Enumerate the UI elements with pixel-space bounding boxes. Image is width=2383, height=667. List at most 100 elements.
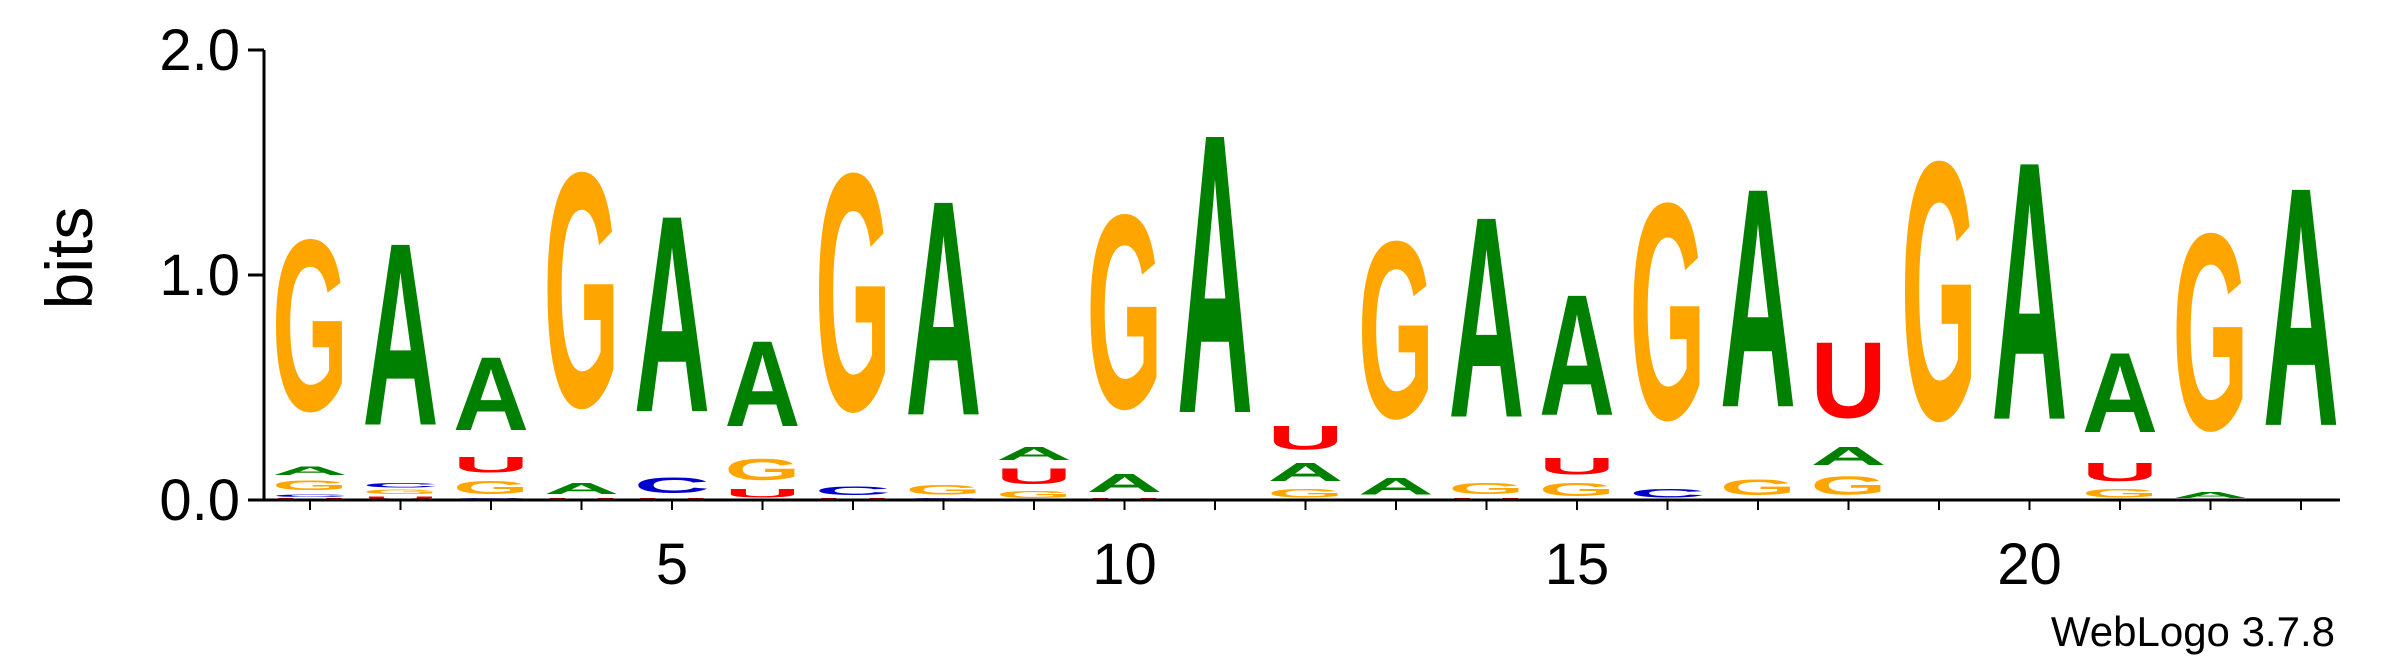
logo-letter-C-pos-2: C xyxy=(363,482,439,489)
logo-letter-U-pos-9: U xyxy=(996,464,1072,489)
logo-letter-C-pos-16: C xyxy=(1630,486,1706,500)
logo-letter-glyph: G xyxy=(1811,471,1887,500)
x-tick-label: 20 xyxy=(1997,532,2062,597)
logo-letter-glyph: A xyxy=(1811,442,1887,471)
logo-letter-glyph: G xyxy=(1630,138,1706,485)
logo-letter-glyph: A xyxy=(996,444,1072,464)
logo-letter-glyph: A xyxy=(1992,84,2068,497)
logo-letter-glyph: A xyxy=(1087,469,1163,498)
logo-letter-glyph: A xyxy=(453,336,529,453)
logo-letter-glyph: A xyxy=(2173,491,2249,500)
y-axis-label: bits xyxy=(32,207,106,310)
logo-letter-glyph: G xyxy=(996,489,1072,500)
logo-letter-glyph: U xyxy=(363,496,439,500)
logo-letter-A-pos-23: A xyxy=(2263,115,2339,497)
logo-letter-A-pos-18: A xyxy=(1811,442,1887,471)
logo-letter-G-pos-6: G xyxy=(725,453,801,486)
logo-letter-A-pos-2: A xyxy=(363,190,439,481)
logo-letter-G-pos-18: G xyxy=(1811,471,1887,500)
logo-letter-glyph: G xyxy=(1358,188,1434,472)
logo-letter-U-pos-15: U xyxy=(1539,453,1615,480)
logo-letter-glyph: A xyxy=(363,190,439,481)
logo-letter-glyph: U xyxy=(1268,419,1344,457)
logo-letter-U-pos-3: U xyxy=(453,453,529,478)
logo-letter-A-pos-5: A xyxy=(634,157,710,471)
logo-letter-glyph: C xyxy=(272,493,348,497)
logo-letter-G-pos-12: G xyxy=(1268,486,1344,500)
logo-letter-glyph: A xyxy=(2082,329,2158,457)
logo-letter-glyph: A xyxy=(1358,473,1434,500)
logo-letter-C-pos-7: C xyxy=(815,484,891,498)
logo-letter-U-pos-2: U xyxy=(363,496,439,500)
logo-letter-glyph: G xyxy=(1720,475,1796,500)
logo-letter-glyph: C xyxy=(634,473,710,498)
logo-letter-G-pos-10: G xyxy=(1087,158,1163,467)
logo-letter-G-pos-19: G xyxy=(1901,85,1977,498)
logo-letter-glyph: G xyxy=(815,102,891,481)
logo-letter-G-pos-15: G xyxy=(1539,480,1615,500)
logo-letter-G-pos-21: G xyxy=(2082,486,2158,500)
logo-letter-glyph: G xyxy=(544,103,620,478)
logo-letter-glyph: G xyxy=(272,188,348,463)
logo-letter-glyph: A xyxy=(1177,50,1253,497)
logo-letter-glyph: A xyxy=(725,316,801,452)
logo-letter-glyph: U xyxy=(1539,453,1615,480)
y-tick-label: 1.0 xyxy=(159,243,240,308)
logo-letter-U-pos-18: U xyxy=(1811,319,1887,441)
logo-letter-glyph: A xyxy=(272,464,348,478)
logo-letter-G-pos-9: G xyxy=(996,489,1072,500)
logo-letter-glyph: G xyxy=(2173,174,2249,489)
logo-letter-glyph: G xyxy=(1449,480,1525,498)
logo-letter-A-pos-17: A xyxy=(1720,122,1796,473)
logo-letter-glyph: G xyxy=(1539,480,1615,500)
logo-letter-glyph: G xyxy=(1087,158,1163,467)
logo-letter-G-pos-3: G xyxy=(453,477,529,497)
logo-letter-G-pos-1: G xyxy=(272,477,348,493)
logo-letter-glyph: G xyxy=(272,477,348,493)
logo-letter-A-pos-4: A xyxy=(544,480,620,498)
logo-letter-A-pos-1: A xyxy=(272,464,348,478)
logo-letter-C-pos-1: C xyxy=(272,493,348,497)
logo-letter-A-pos-9: A xyxy=(996,444,1072,464)
logo-letter-glyph: G xyxy=(1901,85,1977,498)
logo-letter-G-pos-2: G xyxy=(363,489,439,496)
logo-letter-G-pos-16: G xyxy=(1630,138,1706,485)
logo-letter-glyph: G xyxy=(1268,486,1344,500)
logo-letter-G-pos-17: G xyxy=(1720,475,1796,500)
logo-letter-A-pos-3: A xyxy=(453,336,529,453)
y-tick-label: 2.0 xyxy=(159,18,240,83)
logo-letter-glyph: U xyxy=(2082,458,2158,487)
logo-letter-U-pos-12: U xyxy=(1268,419,1344,457)
logo-letter-A-pos-15: A xyxy=(1539,260,1615,452)
logo-letter-glyph: C xyxy=(815,484,891,498)
x-tick-label: 5 xyxy=(656,532,688,597)
logo-letter-glyph: U xyxy=(725,486,801,500)
logo-letter-G-pos-7: G xyxy=(815,102,891,481)
logo-letter-glyph: A xyxy=(544,480,620,498)
logo-letter-glyph: A xyxy=(1449,156,1525,477)
logo-letter-G-pos-14: G xyxy=(1449,480,1525,498)
logo-letter-glyph: A xyxy=(906,136,982,480)
logo-letter-A-pos-22: A xyxy=(2173,491,2249,500)
logo-letter-glyph: U xyxy=(453,453,529,478)
logo-letter-glyph: A xyxy=(1539,260,1615,452)
logo-letter-glyph: G xyxy=(2082,486,2158,500)
logo-letter-G-pos-1: G xyxy=(272,188,348,463)
logo-letter-glyph: U xyxy=(1811,319,1887,441)
logo-letter-G-pos-8: G xyxy=(906,482,982,498)
x-tick-label: 10 xyxy=(1092,532,1157,597)
logo-letter-G-pos-22: G xyxy=(2173,174,2249,489)
logo-letter-C-pos-5: C xyxy=(634,473,710,498)
logo-letter-A-pos-8: A xyxy=(906,136,982,480)
logo-letter-glyph: G xyxy=(906,482,982,498)
logo-letter-A-pos-12: A xyxy=(1268,458,1344,487)
logo-letter-glyph: A xyxy=(634,157,710,471)
logo-letter-A-pos-20: A xyxy=(1992,84,2068,497)
logo-letter-A-pos-6: A xyxy=(725,316,801,452)
x-tick-label: 15 xyxy=(1545,532,1610,597)
logo-letter-A-pos-14: A xyxy=(1449,156,1525,477)
logo-letter-U-pos-6: U xyxy=(725,486,801,500)
y-tick-label: 0.0 xyxy=(159,468,240,533)
logo-letter-A-pos-13: A xyxy=(1358,473,1434,500)
